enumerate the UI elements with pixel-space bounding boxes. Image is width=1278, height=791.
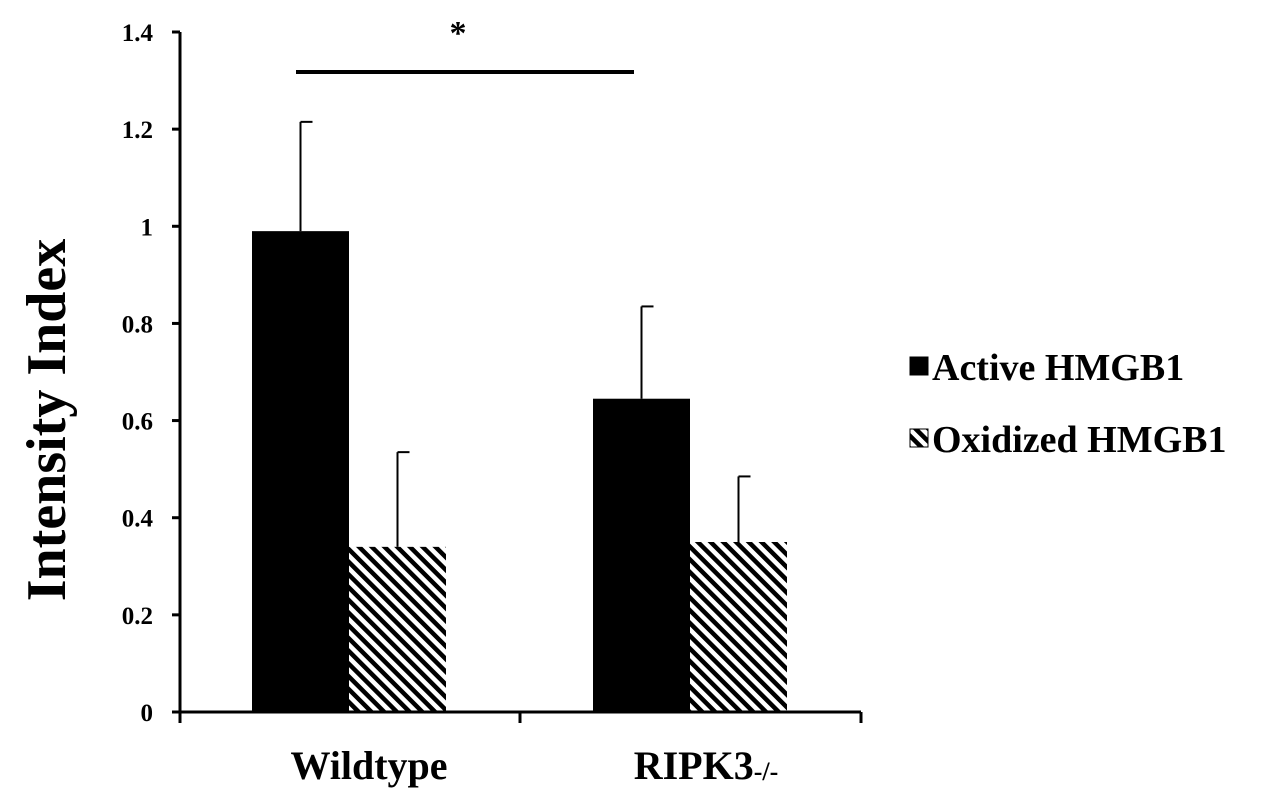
bar-oxidized-wildtype: [349, 546, 446, 712]
y-tick-label: 0.8: [122, 311, 153, 338]
y-tick-label: 1: [141, 214, 154, 241]
y-tick-label: 1.2: [122, 117, 153, 144]
y-tick-label: 0.4: [122, 506, 154, 533]
error-bars: [299, 120, 751, 547]
legend-swatch-oxidized-hmgb1: [909, 428, 929, 448]
bar-active-wildtype: [252, 231, 349, 712]
y-tick-label: 1.4: [122, 20, 154, 47]
legend-swatch-active-hmgb1: [909, 356, 929, 376]
legend-label-oxidized-hmgb1: Oxidized HMGB1: [932, 419, 1227, 461]
y-tick-label: 0.2: [122, 603, 153, 630]
bars: [252, 231, 787, 712]
bar-oxidized-ripk3: [690, 542, 787, 712]
category-label-wildtype: Wildtype: [290, 743, 447, 788]
bar-active-ripk3: [593, 398, 690, 712]
y-tick-label: 0: [141, 700, 154, 727]
category-label-ripk3-suffix: -/-: [754, 757, 779, 786]
legend: Active HMGB1 Oxidized HMGB1: [909, 347, 1227, 461]
y-axis-title: Intensity Index: [16, 239, 78, 602]
significance-asterisk: *: [450, 15, 467, 52]
legend-label-active-hmgb1: Active HMGB1: [932, 347, 1184, 389]
y-axis-ticks: 0 0.2 0.4 0.6 0.8 1 1.2 1.4: [122, 20, 180, 727]
category-label-ripk3: RIPK3-/-: [634, 743, 779, 788]
y-tick-label: 0.6: [122, 409, 153, 436]
